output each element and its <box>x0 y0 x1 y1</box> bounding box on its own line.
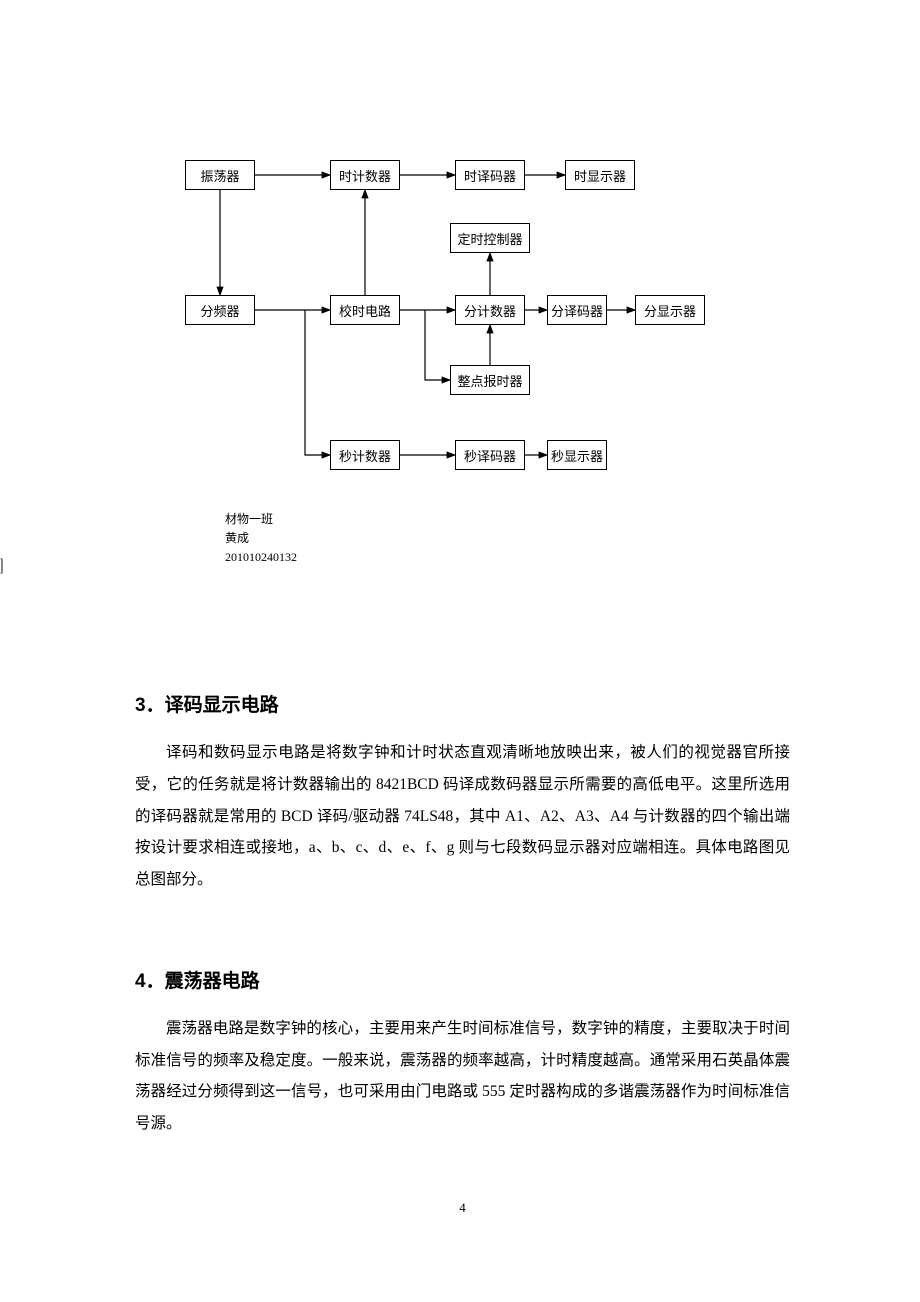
node-corr: 校时电路 <box>330 295 400 325</box>
node-mcnt: 分计数器 <box>455 295 525 325</box>
caption-name: 黄成 <box>225 529 297 548</box>
block-diagram: 振荡器 时计数器 时译码器 时显示器定时控制器分频器 校时电路 分计数器分译码器分显示器整… <box>175 160 735 580</box>
section-4-heading: 4．震荡器电路 <box>135 966 790 993</box>
node-hcnt: 时计数器 <box>330 160 400 190</box>
node-mled: 分显示器 <box>635 295 705 325</box>
page-number: 4 <box>135 1200 790 1216</box>
diagram-caption: 材物一班 黄成 201010240132 <box>225 510 297 568</box>
stray-char: ] <box>0 555 4 576</box>
caption-id: 201010240132 <box>225 548 297 567</box>
node-timer: 定时控制器 <box>450 223 530 253</box>
section-4-body: 震荡器电路是数字钟的核心，主要用来产生时间标准信号，数字钟的精度，主要取决于时间… <box>135 1013 790 1140</box>
node-hled: 时显示器 <box>565 160 635 190</box>
node-mdec: 分译码器 <box>547 295 607 325</box>
node-scnt: 秒计数器 <box>330 440 400 470</box>
node-osc: 振荡器 <box>185 160 255 190</box>
node-alarm: 整点报时器 <box>450 365 530 395</box>
node-hdec: 时译码器 <box>455 160 525 190</box>
node-sdec: 秒译码器 <box>455 440 525 470</box>
caption-class: 材物一班 <box>225 510 297 529</box>
section-3-heading: 3．译码显示电路 <box>135 690 790 717</box>
node-sled: 秒显示器 <box>547 440 607 470</box>
node-div: 分频器 <box>185 295 255 325</box>
section-3-body: 译码和数码显示电路是将数字钟和计时状态直观清晰地放映出来，被人们的视觉器官所接受… <box>135 737 790 896</box>
